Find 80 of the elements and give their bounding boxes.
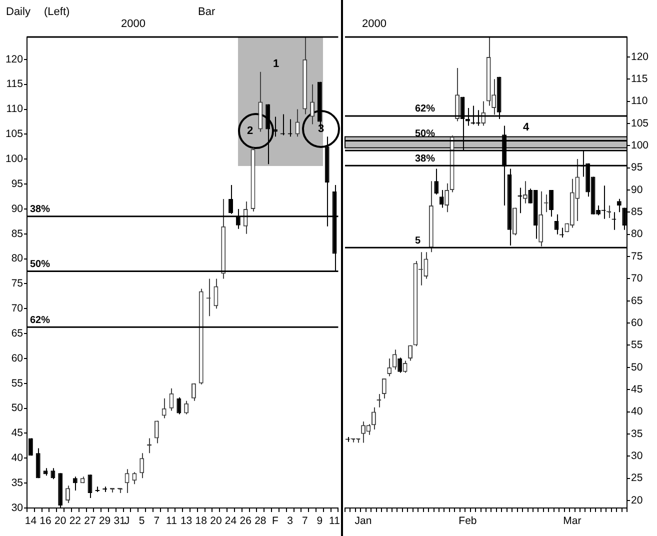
y-tick-label: 55 [11,377,24,390]
chart-subtitle: 2000 [121,18,146,30]
y-tick-label: 75 [11,278,24,290]
y-tick-label: 100 [5,153,24,165]
y-tick-label: 60 [631,316,643,329]
x-tick-label: 11 [329,515,340,528]
y-tick-label: 25 [631,472,643,484]
x-tick-label: F [272,515,278,528]
y-tick-label: 120 [5,53,24,66]
y-tick-label: 85 [11,228,24,240]
y-tick-label: 50 [631,361,643,374]
y-tick-label: 115 [6,78,24,90]
y-tick-label: 95 [11,178,24,190]
y-tick-label: 45 [631,383,643,396]
x-tick-label: 24 [224,515,237,528]
y-tick-label: 40 [631,406,643,418]
x-tick-label: 7 [302,515,308,528]
text: Bar [198,6,216,18]
y-tick-label: 80 [11,252,24,265]
annotation: 62% [415,104,436,115]
x-tick-label: Feb [458,515,477,528]
y-tick-label: 65 [11,327,24,340]
annotation: 38% [30,204,50,216]
x-tick-label: 3 [287,515,294,528]
x-tick-label: Jan [354,515,372,528]
y-tick-label: 115 [631,73,648,86]
y-tick-label: 35 [631,428,643,440]
y-tick-label: 50 [11,402,24,414]
x-tick-label: 16 [40,515,52,528]
y-tick-label: 45 [11,427,24,440]
y-tick-label: 60 [11,352,24,364]
x-tick-label: 5 [138,515,145,528]
y-tick-label: 35 [11,476,24,489]
y-tick-label: 105 [5,128,24,140]
x-tick-label: 27 [84,515,96,528]
annotation: 38% [415,153,436,164]
x-tick-label: 7 [154,515,160,528]
y-tick-label: 90 [631,184,643,196]
chart-subtitle: 2000 [362,18,386,30]
y-tick-label: 80 [631,228,643,240]
annotation: 2 [246,125,254,137]
x-tick-label: 28 [254,515,266,528]
y-tick-label: 120 [631,50,649,63]
annotation: 50% [30,259,50,270]
x-tick-label: 22 [69,515,82,528]
x-tick-label: 18 [195,515,208,528]
y-tick-label: 105 [631,117,649,130]
annotation: 50% [415,128,436,140]
chart-title: Daily [6,6,30,18]
y-tick-label: 100 [631,140,649,152]
x-tick-label: 14 [24,515,37,528]
y-tick-label: 40 [11,452,24,464]
y-tick-label: 110 [631,95,648,108]
y-tick-label: 90 [11,202,24,215]
x-tick-label: J [124,515,130,528]
x-tick-label: 29 [98,515,111,528]
y-tick-label: 65 [631,294,643,307]
x-tick-label: Mar [563,515,582,528]
y-tick-label: 75 [631,250,643,262]
x-tick-label: 26 [240,515,252,528]
annotation: 1 [272,58,280,70]
y-tick-label: 30 [11,502,24,514]
annotation: 5 [415,235,421,246]
y-tick-label: 20 [631,494,643,506]
x-tick-label: 13 [180,515,192,528]
x-tick-label: 20 [210,515,222,528]
x-tick-label: 9 [316,515,323,528]
y-tick-label: 95 [631,162,643,174]
x-tick-label: 11 [166,515,178,528]
annotation: 62% [30,314,50,326]
y-tick-label: 85 [631,206,643,218]
y-tick-label: 110 [6,103,24,116]
y-tick-label: 30 [631,450,643,462]
text: (Left) [44,6,70,18]
y-tick-label: 70 [11,302,24,315]
y-tick-label: 70 [631,272,643,285]
x-tick-label: 31 [114,515,126,528]
y-tick-label: 55 [631,339,643,352]
x-tick-label: 20 [54,515,66,528]
band-label: 4 [522,121,530,134]
